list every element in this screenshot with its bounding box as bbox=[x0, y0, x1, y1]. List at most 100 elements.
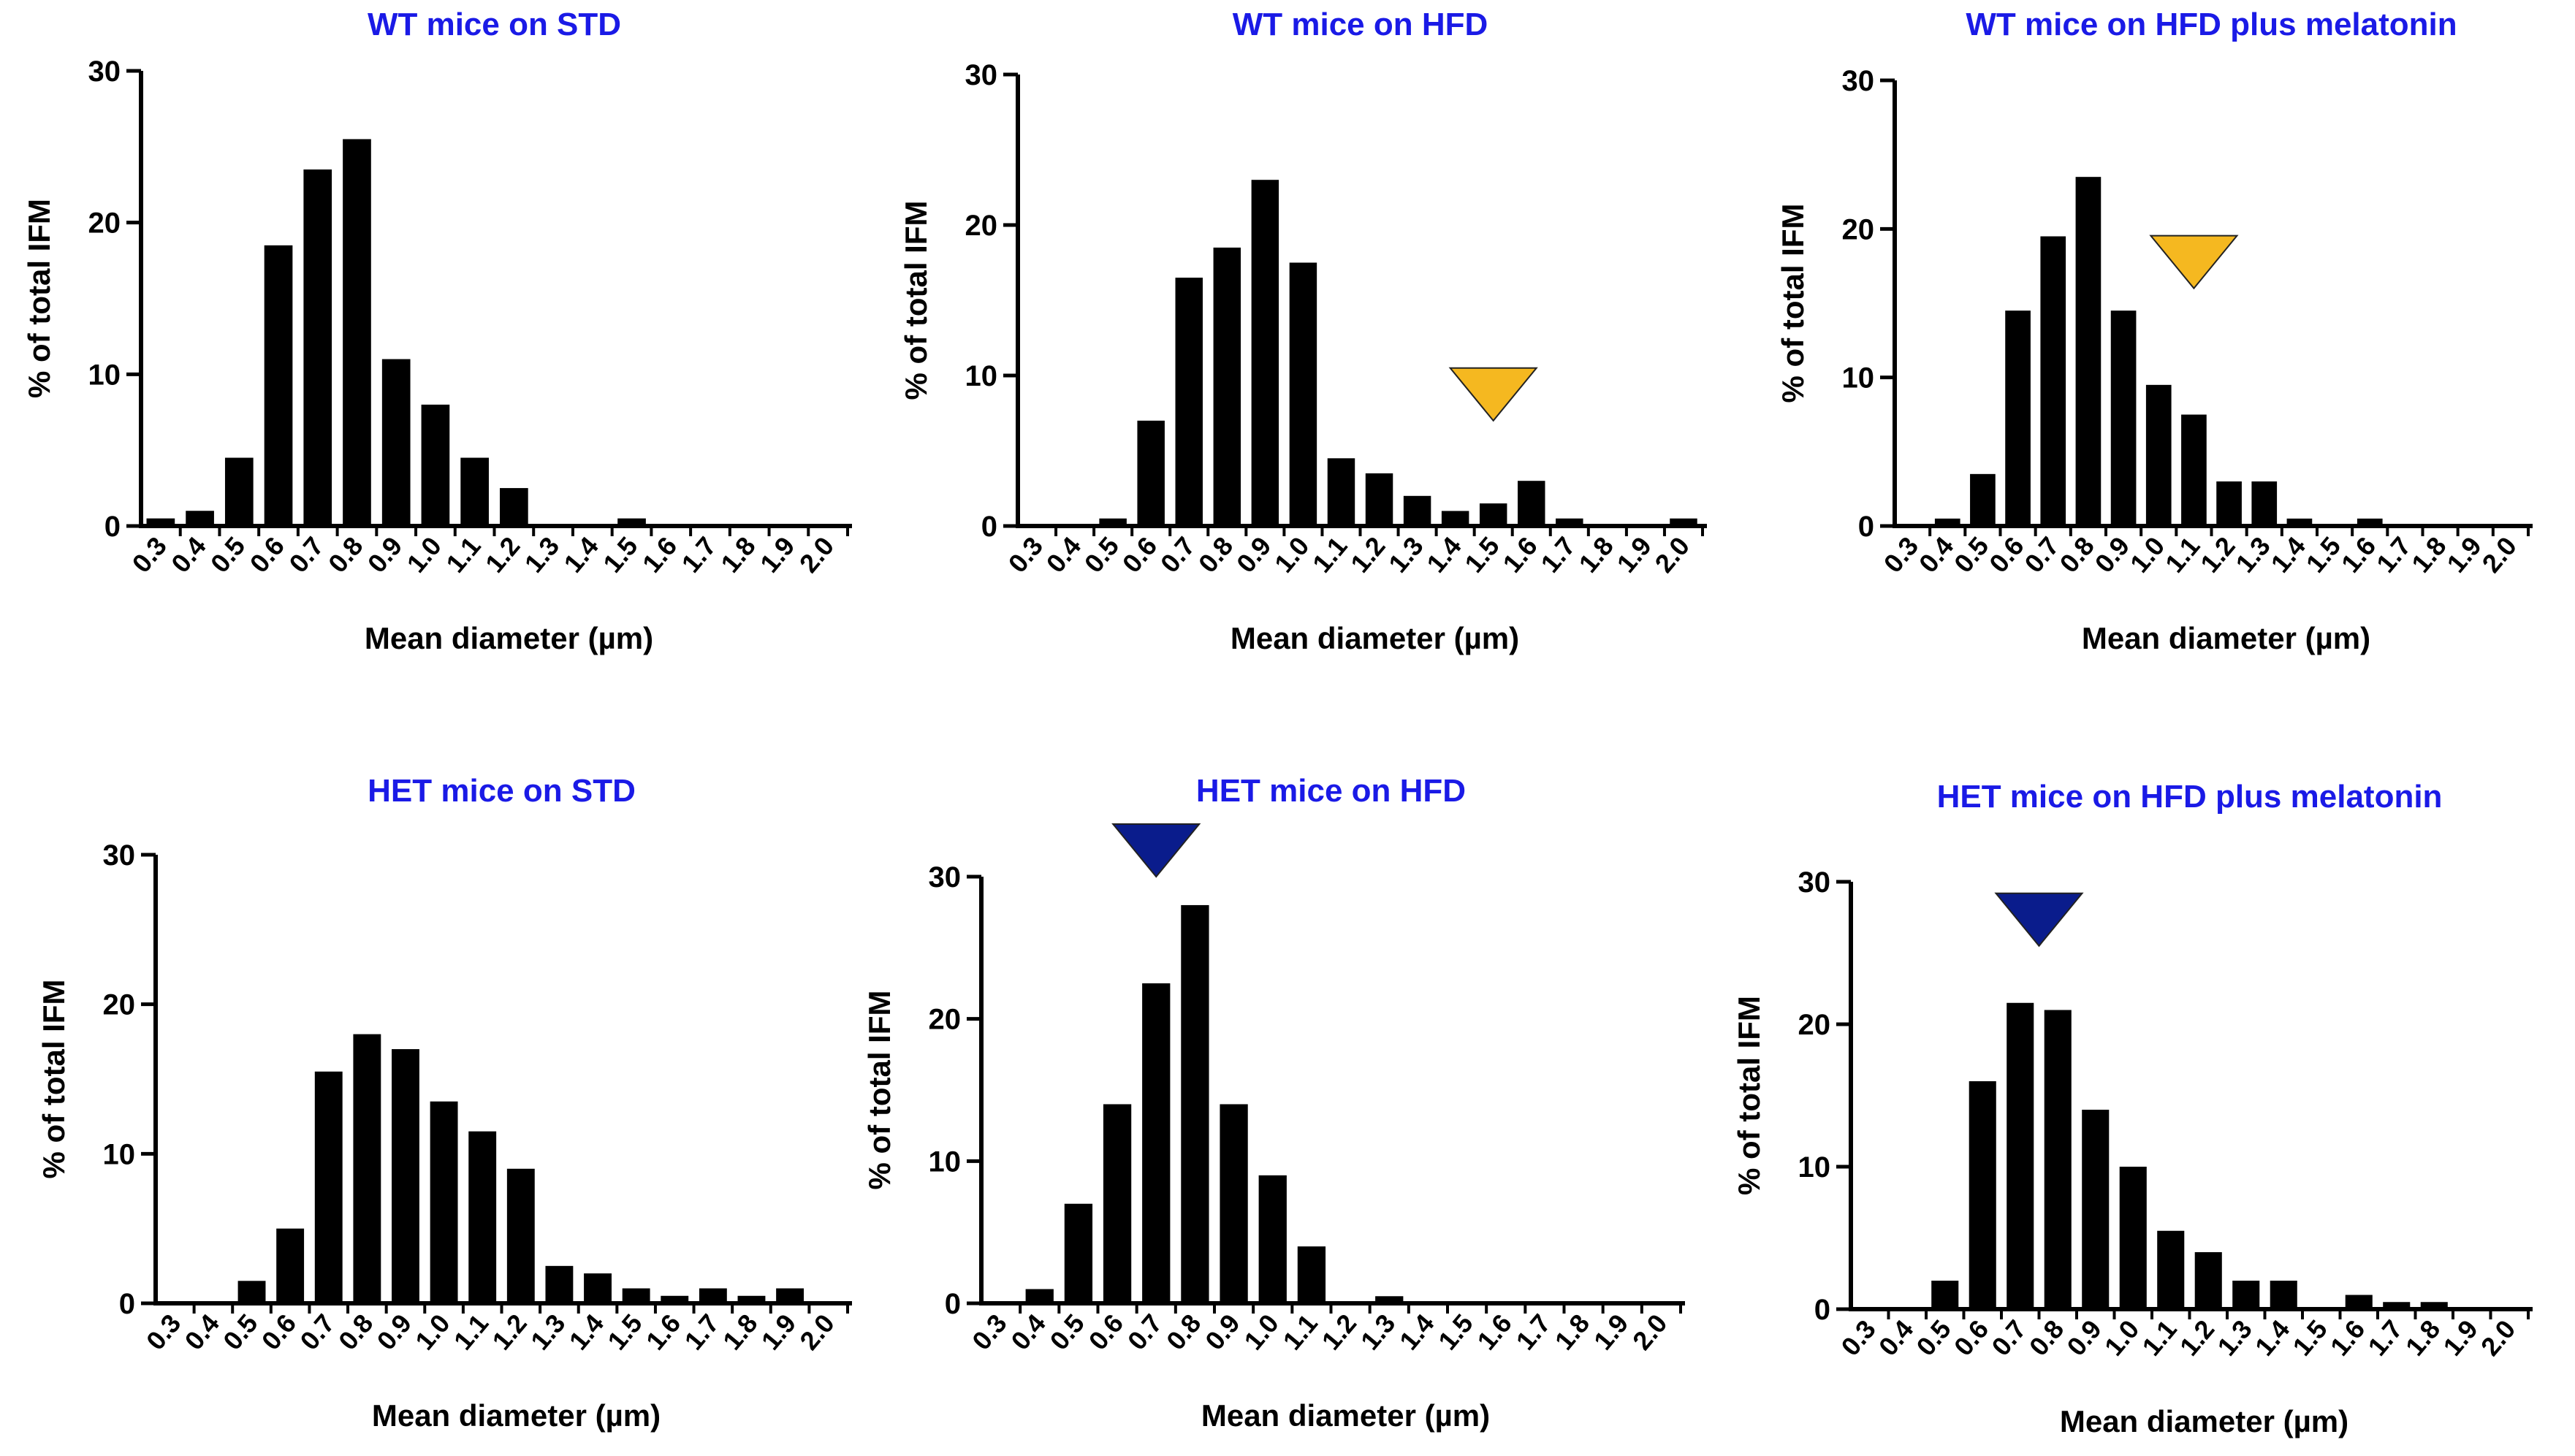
y-tick-label: 10 bbox=[88, 359, 121, 391]
x-tick-label: 0.9 bbox=[371, 1308, 418, 1356]
bar bbox=[1258, 1175, 1287, 1303]
bar bbox=[1099, 518, 1127, 526]
bar bbox=[622, 1288, 650, 1303]
x-tick-label: 0.7 bbox=[283, 531, 330, 579]
x-tick-label: 0.6 bbox=[1117, 531, 1163, 579]
bar bbox=[2345, 1295, 2373, 1309]
y-tick-label: 20 bbox=[88, 207, 121, 240]
x-tick-label: 1.8 bbox=[1549, 1308, 1596, 1356]
bar bbox=[392, 1049, 419, 1303]
bar bbox=[314, 1071, 343, 1303]
bar bbox=[237, 1281, 266, 1303]
x-tick-label: 2.0 bbox=[1649, 531, 1696, 579]
x-tick-label: 0.3 bbox=[140, 1308, 187, 1356]
bar bbox=[1137, 420, 1165, 526]
bar bbox=[430, 1101, 458, 1303]
marker-triangle bbox=[1994, 892, 2084, 948]
x-tick-label: 1.8 bbox=[2400, 1314, 2446, 1362]
x-tick-label: 0.6 bbox=[1948, 1314, 1995, 1362]
x-tick-label: 2.0 bbox=[2475, 1314, 2522, 1362]
y-axis-label: % of total IFM bbox=[22, 199, 56, 398]
chart-title: HET mice on STD bbox=[368, 773, 636, 809]
bar bbox=[2044, 1010, 2072, 1309]
bar bbox=[617, 518, 646, 526]
x-tick-label: 0.8 bbox=[322, 531, 369, 579]
x-tick-label: 0.4 bbox=[178, 1308, 225, 1356]
bar bbox=[2007, 1002, 2034, 1309]
x-tick-label: 1.4 bbox=[1420, 531, 1467, 579]
bar bbox=[1142, 983, 1171, 1303]
x-tick-label: 1.9 bbox=[2437, 1314, 2484, 1362]
x-tick-label: 0.9 bbox=[1199, 1308, 1246, 1356]
x-tick-label: 1.9 bbox=[1610, 531, 1657, 579]
bar bbox=[468, 1131, 497, 1303]
x-tick-label: 1.6 bbox=[1471, 1308, 1518, 1356]
x-tick-label: 1.2 bbox=[1344, 531, 1391, 579]
x-tick-label: 1.3 bbox=[519, 531, 566, 579]
x-tick-label: 1.9 bbox=[1588, 1308, 1635, 1356]
bar bbox=[1365, 473, 1393, 526]
marker-triangle bbox=[1111, 823, 1201, 878]
x-tick-label: 1.5 bbox=[601, 1308, 648, 1356]
y-tick-label: 10 bbox=[1798, 1151, 1831, 1184]
x-tick-label: 0.5 bbox=[1910, 1314, 1957, 1362]
bar bbox=[421, 404, 450, 526]
bar bbox=[353, 1034, 381, 1303]
chart-title: WT mice on STD bbox=[368, 7, 621, 42]
x-axis-label: Mean diameter (µm) bbox=[1201, 1398, 1490, 1433]
bar bbox=[500, 488, 528, 526]
marker-triangle bbox=[1448, 367, 1538, 422]
bar bbox=[2005, 310, 2031, 526]
x-tick-label: 1.4 bbox=[558, 531, 604, 579]
x-axis-label: Mean diameter (µm) bbox=[2082, 621, 2370, 655]
y-tick-label: 30 bbox=[103, 839, 136, 872]
bar bbox=[264, 245, 293, 526]
bar bbox=[699, 1288, 727, 1303]
y-tick-label: 0 bbox=[119, 1288, 135, 1320]
x-tick-label: 1.4 bbox=[2249, 1314, 2296, 1362]
bar bbox=[776, 1288, 805, 1303]
x-tick-label: 0.4 bbox=[1041, 531, 1087, 579]
x-axis-label: Mean diameter (µm) bbox=[365, 621, 653, 655]
x-tick-label: 1.8 bbox=[717, 1308, 764, 1356]
bar bbox=[1181, 904, 1209, 1303]
bar bbox=[2383, 1302, 2411, 1309]
x-tick-label: 1.0 bbox=[1238, 1308, 1285, 1356]
x-tick-label: 0.5 bbox=[1043, 1308, 1090, 1356]
x-tick-label: 1.1 bbox=[2136, 1314, 2183, 1362]
bar bbox=[1670, 518, 1697, 526]
bar bbox=[2420, 1302, 2448, 1309]
bar bbox=[1931, 1281, 1959, 1309]
bar bbox=[1403, 495, 1431, 526]
x-tick-label: 1.3 bbox=[1382, 531, 1429, 579]
x-tick-label: 1.4 bbox=[563, 1308, 610, 1356]
x-tick-label: 1.6 bbox=[636, 531, 683, 579]
bar bbox=[2040, 236, 2066, 526]
x-tick-label: 1.6 bbox=[640, 1308, 687, 1356]
bar bbox=[2286, 518, 2313, 526]
x-tick-label: 1.1 bbox=[440, 531, 487, 579]
x-tick-label: 2.0 bbox=[794, 1308, 840, 1356]
x-tick-label: 2.0 bbox=[2476, 531, 2522, 579]
x-tick-label: 0.3 bbox=[1835, 1314, 1882, 1362]
bar bbox=[460, 457, 489, 526]
bar bbox=[2082, 1110, 2110, 1309]
x-tick-label: 1.5 bbox=[1432, 1308, 1479, 1356]
x-tick-label: 1.6 bbox=[1496, 531, 1543, 579]
x-tick-label: 0.7 bbox=[1985, 1314, 2032, 1362]
y-axis-label: % of total IFM bbox=[862, 991, 897, 1190]
bar bbox=[381, 359, 411, 526]
bar bbox=[1297, 1246, 1326, 1303]
x-tick-label: 1.1 bbox=[1306, 531, 1353, 579]
x-tick-label: 1.8 bbox=[715, 531, 761, 579]
chart-panel: HET mice on HFD plus melatonin 0 10 20 30 % o… bbox=[1732, 779, 2533, 1438]
bar bbox=[506, 1168, 535, 1303]
y-tick-label: 30 bbox=[929, 861, 962, 893]
bar bbox=[276, 1228, 305, 1303]
x-tick-label: 0.9 bbox=[1231, 531, 1277, 579]
x-tick-label: 1.3 bbox=[2211, 1314, 2258, 1362]
bar bbox=[146, 518, 175, 526]
x-axis-label: Mean diameter (µm) bbox=[2060, 1404, 2348, 1438]
bar bbox=[2216, 481, 2242, 526]
